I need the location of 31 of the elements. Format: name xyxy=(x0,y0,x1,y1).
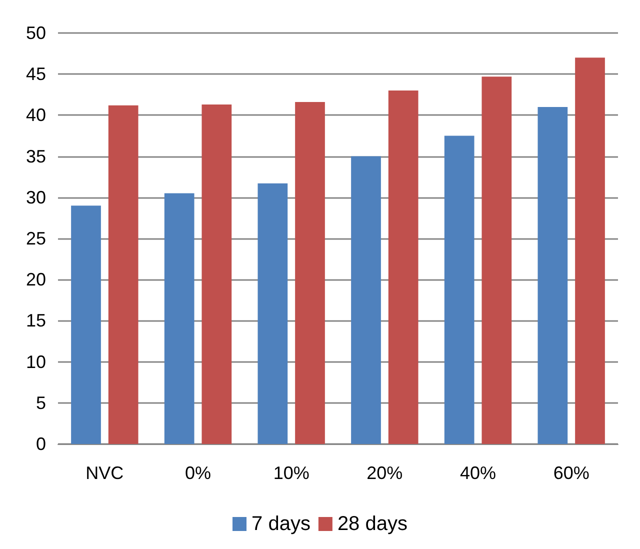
bar xyxy=(575,58,605,444)
x-tick-label: NVC xyxy=(86,463,124,483)
y-tick-label: 50 xyxy=(26,23,46,43)
bar xyxy=(444,136,474,444)
bar xyxy=(164,193,194,444)
bar xyxy=(108,105,138,444)
bar xyxy=(258,183,288,444)
bar xyxy=(538,106,568,444)
bar xyxy=(202,104,232,444)
bar xyxy=(71,206,101,444)
bar xyxy=(295,102,325,444)
x-tick-label: 40% xyxy=(460,463,496,483)
legend-label: 28 days xyxy=(337,513,408,535)
y-tick-label: 0 xyxy=(36,434,46,454)
y-tick-label: 30 xyxy=(26,187,46,208)
y-tick-label: 15 xyxy=(26,310,46,331)
y-tick-label: 45 xyxy=(26,64,46,84)
x-tick-label: 10% xyxy=(273,463,310,483)
x-tick-label: 20% xyxy=(366,463,403,483)
y-tick-label: 5 xyxy=(36,392,46,413)
x-tick-label: 0% xyxy=(184,463,212,483)
y-tick-label: 35 xyxy=(26,146,46,166)
legend-label: 7 days xyxy=(252,513,310,535)
x-tick-label: 60% xyxy=(553,463,590,483)
bar xyxy=(351,156,381,444)
bar xyxy=(388,90,418,444)
bar xyxy=(482,76,512,444)
y-tick-label: 20 xyxy=(26,270,46,290)
y-tick-label: 25 xyxy=(26,228,46,248)
y-tick-label: 10 xyxy=(26,352,46,372)
y-tick-label: 40 xyxy=(26,105,46,126)
